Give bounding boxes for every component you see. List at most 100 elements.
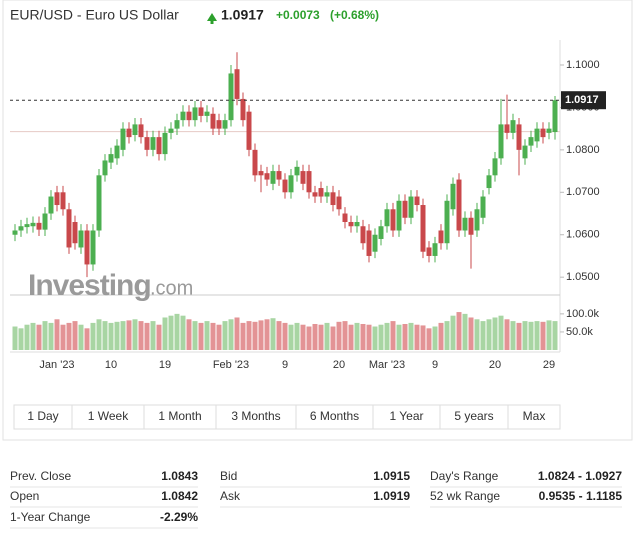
range-button[interactable]: 1 Day bbox=[13, 404, 73, 430]
stat-label: Day's Range bbox=[430, 469, 499, 483]
candle-body bbox=[408, 196, 414, 218]
candle-body bbox=[504, 124, 510, 133]
range-button[interactable]: 5 years bbox=[439, 404, 509, 430]
y-tick-label: 1.0800 bbox=[566, 144, 600, 156]
candle-body bbox=[54, 192, 60, 206]
candle-body bbox=[126, 128, 132, 138]
volume-bar bbox=[252, 321, 258, 350]
range-button-label[interactable]: 1 Week bbox=[88, 409, 129, 423]
volume-bar bbox=[294, 322, 300, 350]
volume-bar bbox=[474, 319, 480, 350]
volume-bar bbox=[492, 317, 498, 350]
candle-body bbox=[468, 217, 474, 235]
candle-body bbox=[552, 100, 558, 133]
candle-body bbox=[276, 171, 282, 180]
range-button-bg[interactable] bbox=[71, 404, 145, 430]
chart-frame bbox=[2, 0, 633, 441]
candle-body bbox=[402, 200, 408, 218]
stat-label: Prev. Close bbox=[10, 469, 71, 483]
candle-body bbox=[390, 209, 396, 231]
change-percent: (+0.68%) bbox=[330, 8, 379, 22]
volume-bar bbox=[168, 315, 174, 350]
range-button-bg[interactable] bbox=[215, 404, 297, 430]
range-button[interactable]: 1 Week bbox=[71, 404, 145, 430]
volume-bar bbox=[432, 326, 438, 350]
candle-body bbox=[522, 145, 528, 159]
range-button-label[interactable]: 1 Year bbox=[389, 409, 423, 423]
candle-body bbox=[72, 222, 78, 244]
volume-bar bbox=[204, 321, 210, 350]
volume-bar bbox=[390, 321, 396, 350]
volume-bar bbox=[174, 313, 180, 350]
candle-body bbox=[354, 222, 360, 227]
range-button[interactable]: 1 Year bbox=[372, 404, 441, 430]
range-button-label[interactable]: 6 Months bbox=[310, 409, 359, 423]
volume-bar bbox=[138, 321, 144, 350]
volume-bar bbox=[354, 322, 360, 350]
volume-bar bbox=[444, 321, 450, 350]
candle-body bbox=[120, 128, 126, 150]
volume-bar bbox=[552, 321, 558, 350]
volume-bar bbox=[186, 319, 192, 350]
volume-tick-label: 50.0k bbox=[566, 326, 593, 338]
candle-body bbox=[258, 171, 264, 176]
volume-bar bbox=[30, 322, 36, 350]
candle-body bbox=[204, 111, 210, 116]
range-button[interactable]: 1 Month bbox=[143, 404, 217, 430]
volume-bar bbox=[282, 322, 288, 350]
candle-body bbox=[18, 226, 24, 231]
volume-bar bbox=[132, 319, 138, 350]
y-tick-label: 1.0500 bbox=[566, 271, 600, 283]
candle-body bbox=[516, 124, 522, 150]
candle-body bbox=[30, 222, 36, 227]
candle-body bbox=[234, 69, 240, 99]
range-button-bg[interactable] bbox=[13, 404, 73, 430]
range-button-bg[interactable] bbox=[143, 404, 217, 430]
volume-bar bbox=[300, 324, 306, 350]
candle-body bbox=[288, 175, 294, 193]
range-button-label[interactable]: 5 years bbox=[454, 409, 493, 423]
volume-bar bbox=[78, 324, 84, 350]
range-button-label[interactable]: 1 Month bbox=[158, 409, 201, 423]
volume-bar bbox=[378, 324, 384, 350]
volume-bar bbox=[102, 321, 108, 350]
x-tick-label: 19 bbox=[159, 359, 171, 371]
range-button-label[interactable]: Max bbox=[523, 409, 546, 423]
volume-bar bbox=[546, 320, 552, 350]
range-button-label[interactable]: 3 Months bbox=[231, 409, 280, 423]
range-button[interactable]: 3 Months bbox=[215, 404, 297, 430]
stat-label: Ask bbox=[220, 489, 241, 503]
volume-bar bbox=[144, 322, 150, 350]
range-button-bg[interactable] bbox=[372, 404, 441, 430]
candle-body bbox=[330, 192, 336, 206]
candle-body bbox=[108, 154, 114, 163]
volume-bar bbox=[408, 322, 414, 350]
candle-body bbox=[78, 230, 84, 248]
volume-bar bbox=[120, 321, 126, 350]
volume-bar bbox=[96, 319, 102, 350]
candle-body bbox=[96, 175, 102, 231]
range-button[interactable]: Max bbox=[507, 404, 561, 430]
candle-body bbox=[282, 179, 288, 193]
volume-bar bbox=[336, 321, 342, 350]
volume-bar bbox=[330, 326, 336, 350]
volume-bar bbox=[396, 324, 402, 350]
candle-body bbox=[42, 213, 48, 230]
candle-body bbox=[324, 192, 330, 197]
volume-bar bbox=[438, 322, 444, 350]
stat-value: 1.0842 bbox=[161, 489, 198, 503]
y-tick-label: 1.1000 bbox=[566, 59, 600, 71]
range-button[interactable]: 6 Months bbox=[295, 404, 374, 430]
volume-bar bbox=[18, 328, 24, 350]
volume-bar bbox=[66, 322, 72, 350]
candle-body bbox=[498, 124, 504, 159]
change: +0.0073 bbox=[276, 8, 320, 22]
stat-label: Bid bbox=[220, 469, 237, 483]
range-button-bg[interactable] bbox=[439, 404, 509, 430]
range-button-bg[interactable] bbox=[507, 404, 561, 430]
stat-label: 1-Year Change bbox=[10, 510, 91, 524]
candle-body bbox=[300, 171, 306, 184]
volume-bar bbox=[366, 324, 372, 350]
range-button-label[interactable]: 1 Day bbox=[27, 409, 58, 423]
candle-body bbox=[228, 73, 234, 121]
